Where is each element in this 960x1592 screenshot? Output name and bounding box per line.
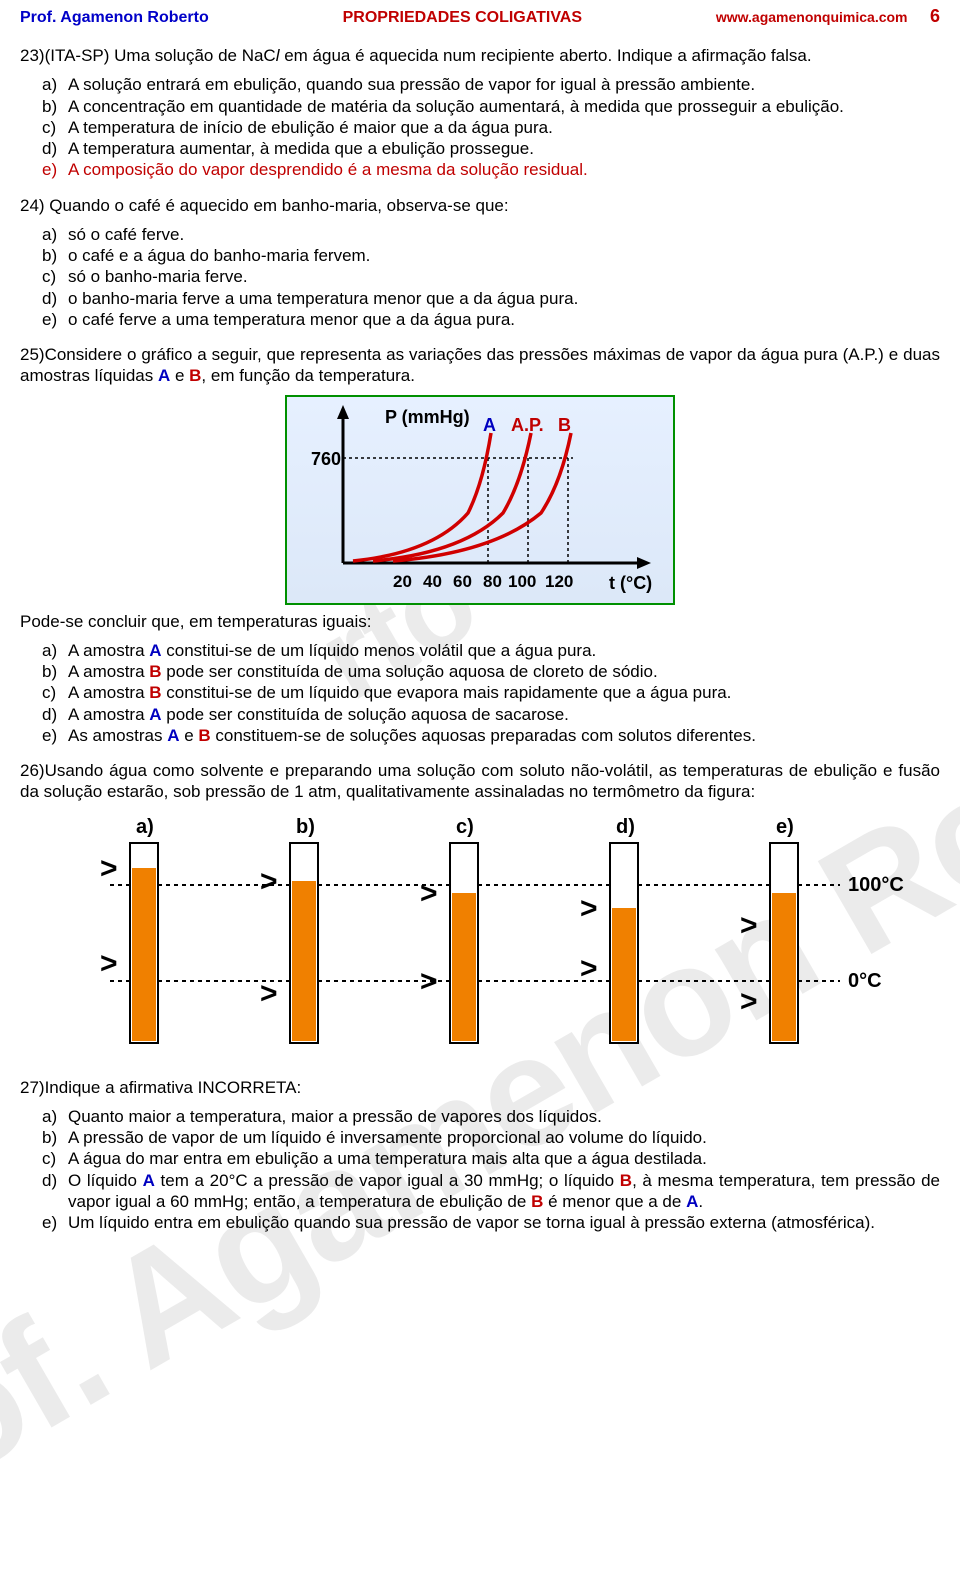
question-25: 25)Considere o gráfico a seguir, que rep… [20, 344, 940, 387]
q27-options: a)Quanto maior a temperatura, maior a pr… [42, 1106, 940, 1234]
q25-opt-a: a)A amostra A constitui-se de um líquido… [42, 640, 940, 661]
question-24: 24) Quando o café é aquecido em banho-ma… [20, 195, 940, 216]
q23-options: a)A solução entrará em ebulição, quando … [42, 74, 940, 180]
q27-opt-b: b)A pressão de vapor de um líquido é inv… [42, 1127, 940, 1148]
svg-text:>: > [740, 985, 758, 1018]
header-title: PROPRIEDADES COLIGATIVAS [343, 9, 582, 27]
q24-opt-b: b)o café e a água do banho-maria fervem. [42, 245, 940, 266]
header-right-group: www.agamenonquimica.com 6 [716, 6, 940, 27]
question-27: 27)Indique a afirmativa INCORRETA: [20, 1077, 940, 1098]
svg-text:>: > [260, 977, 278, 1010]
svg-text:>: > [420, 965, 438, 998]
q26-label-a: a) [136, 816, 154, 838]
question-23: 23)(ITA-SP) Uma solução de NaCl em água … [20, 45, 940, 66]
q25-opt-e: e)As amostras A e B constituem-se de sol… [42, 725, 940, 746]
xtick-60: 60 [453, 572, 472, 591]
q24-opt-e: e)o café ferve a uma temperatura menor q… [42, 309, 940, 330]
q24-options: a)só o café ferve. b)o café e a água do … [42, 224, 940, 330]
svg-text:>: > [420, 877, 438, 910]
q25-chart-svg: P (mmHg) 760 A A.P. B t (°C) 20 40 60 80… [293, 403, 669, 601]
q23-opt-a: a)A solução entrará em ebulição, quando … [42, 74, 940, 95]
q25-opt-d: d)A amostra A pode ser constituída de so… [42, 704, 940, 725]
page-number: 6 [930, 6, 940, 26]
q25-opt-c: c)A amostra B constitui-se de um líquido… [42, 682, 940, 703]
x-axis-label: t (°C) [609, 573, 652, 593]
question-26: 26)Usando água como solvente e preparand… [20, 760, 940, 803]
header-author: Prof. Agamenon Roberto [20, 9, 209, 27]
q24-opt-d: d)o banho-maria ferve a uma temperatura … [42, 288, 940, 309]
xtick-120: 120 [545, 572, 573, 591]
xtick-100: 100 [508, 572, 536, 591]
q26-figure: 100°C 0°C a) b) c) d) e) > > > > > > > > > > [50, 813, 910, 1063]
q23-opt-c: c)A temperatura de início de ebulição é … [42, 117, 940, 138]
header-url: www.agamenonquimica.com [716, 9, 908, 25]
y-tick-760: 760 [311, 449, 341, 469]
svg-text:>: > [580, 892, 598, 925]
q25-post: Pode-se concluir que, em temperaturas ig… [20, 611, 940, 632]
q27-opt-a: a)Quanto maior a temperatura, maior a pr… [42, 1106, 940, 1127]
y-axis-label: P (mmHg) [385, 407, 470, 427]
q26-label-b: b) [296, 816, 315, 838]
page-header: Prof. Agamenon Roberto PROPRIEDADES COLI… [20, 0, 940, 31]
q23-opt-e: e)A composição do vapor desprendido é a … [42, 159, 940, 180]
q25-options: a)A amostra A constitui-se de um líquido… [42, 640, 940, 746]
q27-opt-e: e)Um líquido entra em ebulição quando su… [42, 1212, 940, 1233]
q26-label-c: c) [456, 816, 474, 838]
svg-text:>: > [740, 909, 758, 942]
q23-opt-d: d)A temperatura aumentar, à medida que a… [42, 138, 940, 159]
q27-opt-c: c)A água do mar entra em ebulição a uma … [42, 1148, 940, 1169]
xtick-20: 20 [393, 572, 412, 591]
q25-chart: P (mmHg) 760 A A.P. B t (°C) 20 40 60 80… [285, 395, 675, 605]
q23-stem-c: em água é aquecida num recipiente aberto… [280, 46, 812, 65]
line-0c: 0°C [848, 970, 882, 992]
svg-text:>: > [580, 952, 598, 985]
curve-label-a: A [483, 415, 496, 435]
svg-text:>: > [260, 865, 278, 898]
xtick-80: 80 [483, 572, 502, 591]
line-100c: 100°C [848, 874, 904, 896]
q25-opt-b: b)A amostra B pode ser constituída de um… [42, 661, 940, 682]
q24-opt-c: c)só o banho-maria ferve. [42, 266, 940, 287]
q24-opt-a: a)só o café ferve. [42, 224, 940, 245]
svg-text:>: > [100, 947, 118, 980]
q26-svg: 100°C 0°C a) b) c) d) e) > > > > > > > > > > [50, 813, 910, 1063]
q26-label-d: d) [616, 816, 635, 838]
xtick-40: 40 [423, 572, 442, 591]
q26-label-e: e) [776, 816, 794, 838]
curve-label-b: B [558, 415, 571, 435]
svg-text:>: > [100, 852, 118, 885]
q23-opt-b: b)A concentração em quantidade de matéri… [42, 96, 940, 117]
q23-stem-a: 23)(ITA-SP) Uma solução de NaC [20, 46, 276, 65]
curve-label-ap: A.P. [511, 415, 544, 435]
q27-opt-d: d)O líquido A tem a 20°C a pressão de va… [42, 1170, 940, 1213]
